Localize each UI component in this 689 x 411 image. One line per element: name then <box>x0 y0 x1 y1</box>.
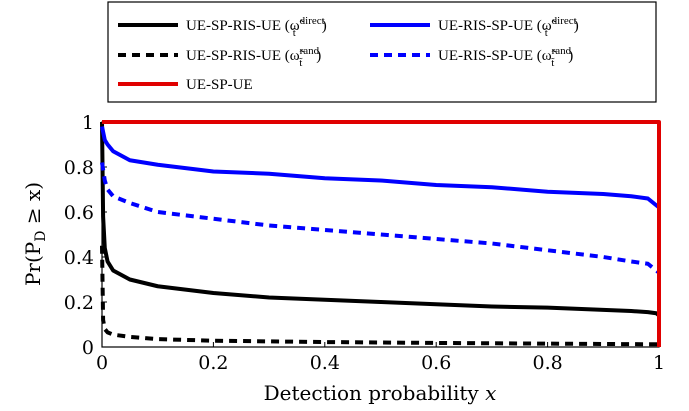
legend: UE-SP-RIS-UE (ω̃direct t̃) UE-SP-RIS-UE (… <box>107 1 657 103</box>
axis-ticks: 0 0.2 0.4 0.6 0.8 1 0 0.2 0.4 0.6 0.8 1 <box>64 112 665 374</box>
x-tick-label-1: 0.2 <box>198 352 228 374</box>
legend-label-3: UE-RIS-SP-UE (ω̃direct t̃) <box>438 15 579 39</box>
series-line-1 <box>100 245 660 347</box>
series-layer <box>100 120 661 347</box>
series-line-2 <box>102 120 661 347</box>
x-tick-label-5: 1 <box>653 352 665 374</box>
y-tick-label-2: 0.4 <box>64 247 94 269</box>
y-tick-label-0: 0 <box>82 337 94 359</box>
y-tick-label-5: 1 <box>82 112 94 134</box>
y-tick-label-1: 0.2 <box>64 292 94 314</box>
x-tick-label-2: 0.4 <box>310 352 340 374</box>
legend-box <box>107 1 657 103</box>
x-tick-label-4: 0.8 <box>532 352 562 374</box>
y-tick-label-4: 0.8 <box>64 157 94 179</box>
legend-label-0: UE-SP-RIS-UE (ω̃direct t̃) <box>186 15 327 39</box>
y-axis-label: Pr(PD ≥ x) <box>21 182 49 286</box>
legend-label-4: UE-RIS-SP-UE (ω̃rand t̃) <box>438 45 573 69</box>
x-axis-label: Detection probability x <box>264 381 497 405</box>
x-tick-label-0: 0 <box>96 352 108 374</box>
x-tick-label-3: 0.6 <box>421 352 451 374</box>
series-line-4 <box>100 162 661 275</box>
y-tick-label-3: 0.6 <box>64 202 94 224</box>
series-line-3 <box>100 126 661 210</box>
plot-frame <box>101 121 660 348</box>
legend-label-2: UE-SP-UE <box>186 77 253 93</box>
legend-label-1: UE-SP-RIS-UE (ω̃rand t̃) <box>186 45 321 69</box>
series-line-0 <box>100 121 661 318</box>
